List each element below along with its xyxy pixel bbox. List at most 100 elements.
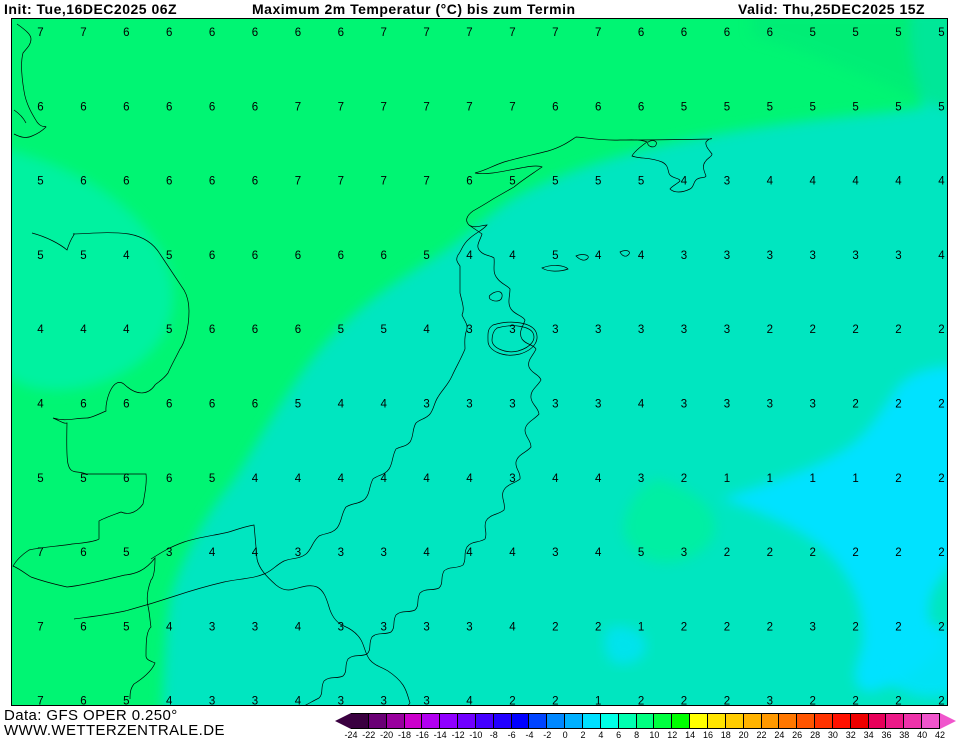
svg-text:4: 4: [338, 473, 345, 485]
svg-text:4: 4: [209, 547, 216, 559]
svg-text:5: 5: [123, 621, 129, 633]
svg-text:1: 1: [595, 696, 601, 706]
svg-text:6: 6: [123, 27, 129, 39]
svg-text:3: 3: [638, 324, 644, 336]
svg-text:7: 7: [423, 101, 429, 113]
svg-text:6: 6: [552, 101, 558, 113]
svg-text:4: 4: [595, 250, 602, 262]
svg-text:7: 7: [552, 27, 558, 39]
svg-text:3: 3: [552, 399, 558, 411]
svg-text:2: 2: [681, 696, 687, 706]
svg-text:1: 1: [724, 473, 730, 485]
svg-text:3: 3: [638, 473, 644, 485]
svg-text:3: 3: [809, 250, 815, 262]
svg-text:4: 4: [166, 621, 173, 633]
svg-text:3: 3: [809, 621, 815, 633]
svg-text:3: 3: [724, 324, 730, 336]
svg-text:7: 7: [37, 27, 43, 39]
svg-text:3: 3: [209, 696, 215, 706]
svg-text:7: 7: [37, 547, 43, 559]
svg-text:5: 5: [123, 547, 129, 559]
svg-text:7: 7: [380, 101, 386, 113]
svg-text:3: 3: [681, 547, 687, 559]
svg-text:2: 2: [852, 399, 858, 411]
svg-text:3: 3: [595, 324, 601, 336]
svg-text:5: 5: [552, 176, 558, 188]
svg-text:6: 6: [466, 176, 472, 188]
svg-text:2: 2: [852, 547, 858, 559]
svg-text:7: 7: [423, 176, 429, 188]
svg-text:5: 5: [37, 176, 43, 188]
svg-text:4: 4: [338, 399, 345, 411]
svg-text:2: 2: [895, 547, 901, 559]
svg-text:4: 4: [809, 176, 816, 188]
svg-text:2: 2: [895, 324, 901, 336]
svg-text:6: 6: [638, 27, 644, 39]
svg-text:3: 3: [423, 399, 429, 411]
svg-text:2: 2: [895, 473, 901, 485]
svg-text:7: 7: [380, 176, 386, 188]
svg-text:6: 6: [681, 27, 687, 39]
svg-text:5: 5: [37, 473, 43, 485]
svg-text:4: 4: [423, 547, 430, 559]
svg-text:2: 2: [809, 324, 815, 336]
svg-text:4: 4: [509, 621, 516, 633]
svg-text:7: 7: [466, 101, 472, 113]
svg-text:5: 5: [209, 473, 215, 485]
svg-text:3: 3: [338, 547, 344, 559]
svg-text:5: 5: [895, 27, 901, 39]
svg-text:3: 3: [380, 621, 386, 633]
svg-text:5: 5: [595, 176, 601, 188]
svg-text:2: 2: [938, 473, 944, 485]
svg-text:4: 4: [595, 547, 602, 559]
svg-text:3: 3: [724, 250, 730, 262]
svg-text:6: 6: [166, 27, 172, 39]
svg-text:7: 7: [80, 27, 86, 39]
svg-text:2: 2: [938, 399, 944, 411]
svg-text:4: 4: [295, 696, 302, 706]
svg-text:2: 2: [852, 696, 858, 706]
svg-text:5: 5: [166, 324, 172, 336]
svg-text:5: 5: [123, 696, 129, 706]
svg-text:6: 6: [252, 27, 258, 39]
svg-text:2: 2: [681, 473, 687, 485]
svg-text:5: 5: [809, 101, 815, 113]
svg-text:4: 4: [37, 324, 44, 336]
svg-text:4: 4: [681, 176, 688, 188]
svg-text:6: 6: [295, 324, 301, 336]
svg-text:3: 3: [466, 324, 472, 336]
svg-text:5: 5: [80, 250, 86, 262]
svg-text:2: 2: [724, 621, 730, 633]
svg-text:6: 6: [123, 101, 129, 113]
svg-text:1: 1: [638, 621, 644, 633]
svg-text:3: 3: [681, 324, 687, 336]
svg-text:4: 4: [466, 696, 473, 706]
svg-text:3: 3: [595, 399, 601, 411]
svg-text:6: 6: [295, 250, 301, 262]
svg-text:3: 3: [295, 547, 301, 559]
svg-text:3: 3: [681, 250, 687, 262]
svg-text:6: 6: [252, 176, 258, 188]
svg-text:2: 2: [938, 547, 944, 559]
svg-text:6: 6: [209, 176, 215, 188]
svg-text:3: 3: [552, 324, 558, 336]
svg-text:7: 7: [466, 27, 472, 39]
svg-text:2: 2: [552, 696, 558, 706]
svg-text:6: 6: [166, 101, 172, 113]
svg-text:2: 2: [852, 324, 858, 336]
svg-text:4: 4: [295, 473, 302, 485]
svg-text:5: 5: [295, 399, 301, 411]
svg-text:6: 6: [80, 547, 86, 559]
svg-text:4: 4: [509, 547, 516, 559]
svg-text:6: 6: [638, 101, 644, 113]
svg-text:4: 4: [852, 176, 859, 188]
svg-text:3: 3: [809, 399, 815, 411]
svg-text:4: 4: [37, 399, 44, 411]
svg-text:3: 3: [423, 696, 429, 706]
svg-text:4: 4: [123, 250, 130, 262]
svg-text:7: 7: [37, 621, 43, 633]
svg-text:4: 4: [380, 399, 387, 411]
svg-text:6: 6: [724, 27, 730, 39]
svg-text:2: 2: [852, 621, 858, 633]
svg-text:3: 3: [767, 250, 773, 262]
